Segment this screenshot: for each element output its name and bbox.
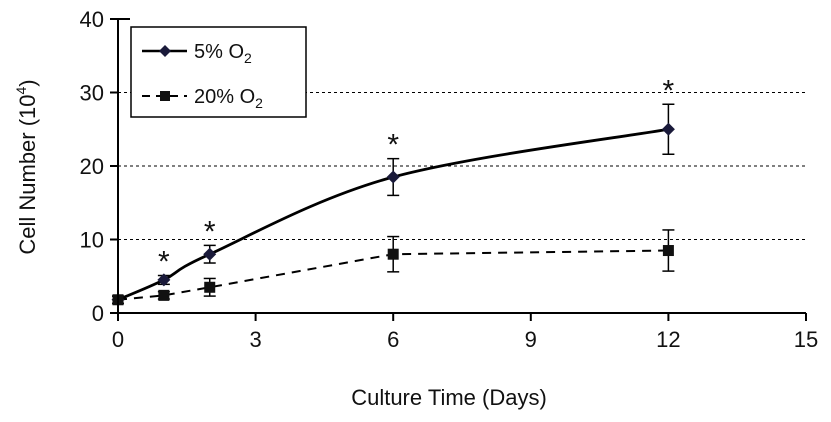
legend-entry-20pct-o2: 20% O2: [194, 86, 263, 111]
x-tick-label-6: 6: [387, 327, 399, 352]
marker-diamond-p3: [386, 170, 400, 184]
marker-diamond-p1: [157, 273, 171, 287]
significance-star-day-6: *: [387, 129, 399, 162]
legend-box: [130, 26, 307, 118]
marker-diamond-p4: [661, 122, 675, 136]
legend-entry-20pct-o2-subscript: 2: [255, 95, 263, 111]
y-tick-label-20: 20: [80, 154, 104, 179]
marker-square-p4: [662, 245, 674, 257]
legend-entry-5pct-o2-main: 5% O: [194, 41, 244, 63]
y-tick-label-40: 40: [80, 7, 104, 32]
y-axis-title-tail: ): [15, 79, 40, 86]
marker-diamond-p2: [203, 247, 217, 261]
legend: 5% O2 20% O2: [130, 26, 307, 118]
x-tick-label-3: 3: [249, 327, 261, 352]
y-axis-title-superscript: 4: [13, 86, 29, 94]
significance-star-day-2: *: [204, 215, 216, 248]
y-tick-label-10: 10: [80, 228, 104, 253]
x-tick-label-0: 0: [112, 327, 124, 352]
legend-marker-diamond: [159, 45, 171, 57]
y-tick-label-0: 0: [92, 301, 104, 326]
significance-markers: * * * *: [158, 74, 675, 278]
legend-entry-5pct-o2: 5% O2: [194, 41, 252, 66]
legend-marker-square: [160, 91, 170, 101]
marker-square-p3: [387, 248, 399, 260]
x-axis-title: Culture Time (Days): [351, 385, 547, 410]
legend-entry-5pct-o2-subscript: 2: [244, 50, 252, 66]
y-axis-title-main: Cell Number (10: [15, 94, 40, 254]
marker-square-p2: [204, 281, 216, 293]
series-line-1: [117, 249, 669, 301]
legend-entry-20pct-o2-main: 20% O: [194, 86, 255, 108]
x-tick-label-9: 9: [525, 327, 537, 352]
x-tick-label-12: 12: [656, 327, 680, 352]
y-axis-title: Cell Number (104): [13, 79, 40, 254]
x-tick-label-15: 15: [794, 327, 818, 352]
axis-ticks: 0 3 6 9 12 15 0 10 20 30 40: [80, 7, 819, 352]
marker-square-p1: [158, 289, 170, 301]
significance-star-day-12: *: [663, 74, 675, 107]
significance-star-day-1: *: [158, 246, 170, 279]
y-tick-label-30: 30: [80, 81, 104, 106]
